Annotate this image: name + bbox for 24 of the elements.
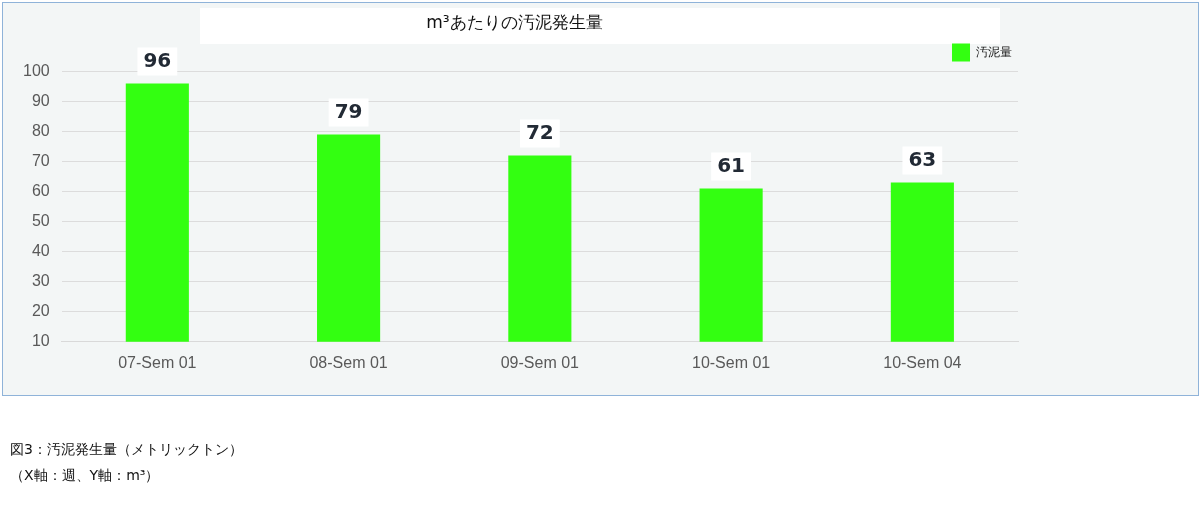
y-tick-label: 10 [31, 332, 50, 350]
x-tick-label: 10-Sem 01 [691, 353, 771, 371]
data-label: 63 [908, 146, 937, 171]
chart-title: m³あたりの汚泥発生量 [426, 11, 603, 32]
data-label: 61 [717, 152, 746, 177]
data-label: 79 [334, 98, 363, 123]
legend-label: 汚泥量 [976, 44, 1012, 59]
x-tick-label: 08-Sem 01 [309, 353, 388, 371]
x-tick-label: 10-Sem 04 [883, 353, 962, 371]
y-tick-label: 70 [31, 151, 50, 169]
caption: 図3：汚泥発生量（メトリックトン） [10, 440, 243, 459]
y-tick-label: 60 [31, 181, 50, 199]
data-label: 96 [143, 47, 172, 72]
x-tick-label: 07-Sem 01 [118, 353, 197, 371]
text: （X軸：週、Y軸：m³） [10, 466, 161, 485]
y-tick-label: 90 [31, 91, 50, 109]
y-tick-label: 20 [31, 302, 50, 320]
y-tick-label: 50 [31, 212, 50, 230]
y-tick-label: 40 [31, 242, 50, 260]
y-tick-label: 80 [31, 121, 50, 139]
y-tick-label: 100 [22, 61, 50, 79]
y-tick-label: 30 [31, 272, 50, 290]
x-tick-label: 09-Sem 01 [500, 353, 580, 371]
data-label: 72 [525, 119, 554, 144]
